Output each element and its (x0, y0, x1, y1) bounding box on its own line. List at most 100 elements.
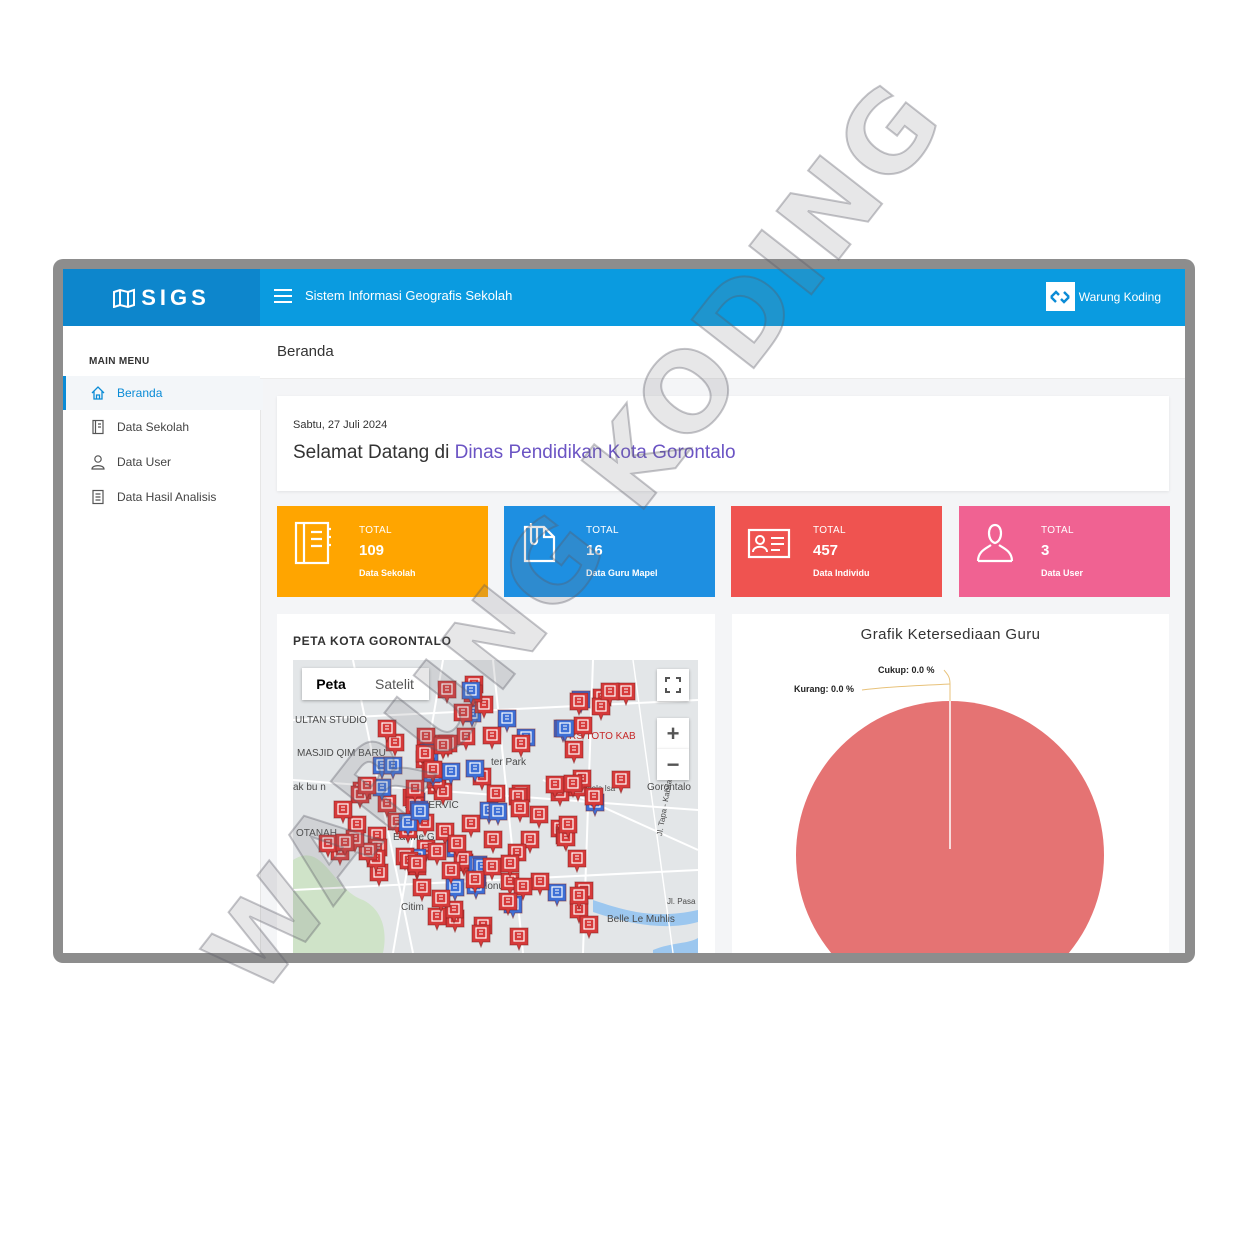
sidebar-item-data-user[interactable]: Data User (63, 445, 260, 479)
stat-value: 3 (1041, 542, 1050, 559)
map-place-label: AH SERVIC (405, 800, 459, 811)
teacher-availability-pie-chart: Cukup: 0.0 % Kurang: 0.0 % (794, 665, 1104, 953)
school-marker[interactable] (383, 756, 403, 780)
school-marker[interactable] (431, 889, 451, 913)
school-marker[interactable] (456, 727, 476, 752)
school-marker[interactable] (453, 703, 473, 728)
hamburger-icon[interactable] (274, 289, 292, 305)
partner-link[interactable]: Warung Koding (1045, 282, 1161, 311)
stat-label: TOTAL (1041, 525, 1074, 536)
chart-card: Grafik Ketersediaan Guru Cukup: 0.0 % Ku… (732, 614, 1169, 953)
welcome-greeting: Selamat Datang di (293, 442, 450, 463)
school-marker[interactable] (318, 834, 338, 858)
school-map[interactable]: ULTAN STUDIO MASJID QIM BARU ak bu n OTANAH… (293, 660, 698, 953)
school-marker[interactable] (441, 861, 461, 885)
stat-description: Data Sekolah (359, 568, 416, 578)
sidebar-item-data-sekolah[interactable]: Data Sekolah (63, 410, 260, 444)
school-marker[interactable] (600, 682, 620, 706)
book-icon (89, 418, 107, 436)
school-marker[interactable] (573, 716, 593, 740)
school-marker[interactable] (423, 760, 443, 785)
school-marker[interactable] (616, 682, 636, 707)
stat-card-guru-mapel[interactable]: TOTAL 16 Data Guru Mapel (504, 506, 715, 597)
school-marker[interactable] (500, 854, 520, 879)
sidebar-item-label: Beranda (117, 386, 163, 400)
school-marker[interactable] (335, 833, 355, 858)
school-marker[interactable] (471, 924, 491, 948)
school-marker[interactable] (372, 778, 392, 802)
map-type-satelit[interactable]: Satelit (375, 676, 414, 692)
welcome-heading: Selamat Datang di Dinas Pendidikan Kota … (293, 442, 736, 464)
school-marker[interactable] (530, 872, 550, 897)
map-place-label: Monum (479, 881, 513, 892)
map-place-label: Citim (401, 902, 424, 913)
school-marker[interactable] (405, 779, 425, 803)
sidebar-item-data-hasil-analisis[interactable]: Data Hasil Analisis (63, 480, 260, 514)
school-marker[interactable] (437, 680, 457, 705)
device-frame: SIGS Sistem Informasi Geografis Sekolah … (53, 259, 1195, 963)
school-marker[interactable] (461, 681, 481, 705)
stat-value: 109 (359, 542, 385, 559)
school-marker[interactable] (558, 815, 578, 839)
school-marker[interactable] (377, 719, 397, 743)
school-marker[interactable] (483, 830, 503, 855)
current-date: Sabtu, 27 Juli 2024 (293, 419, 388, 431)
school-marker[interactable] (567, 849, 587, 873)
school-marker[interactable] (529, 805, 549, 830)
school-marker[interactable] (563, 774, 583, 798)
school-marker[interactable] (555, 719, 575, 744)
app-title: Sistem Informasi Geografis Sekolah (305, 288, 513, 303)
zoom-out-button[interactable]: − (657, 749, 689, 780)
stat-card-individu[interactable]: TOTAL 457 Data Individu (731, 506, 942, 597)
breadcrumb-current: Beranda (277, 343, 334, 360)
school-marker[interactable] (433, 736, 453, 761)
sidebar: MAIN MENU Beranda Data Sekolah Data User (63, 326, 263, 953)
map-place-label: MASJID QIM BARU (297, 748, 386, 759)
school-marker[interactable] (511, 734, 531, 759)
data-label-connector-cukup (943, 669, 951, 701)
school-marker[interactable] (427, 842, 447, 866)
school-marker[interactable] (509, 927, 529, 952)
school-marker[interactable] (611, 770, 631, 795)
brand-logo[interactable]: SIGS (63, 269, 260, 326)
school-marker[interactable] (482, 726, 502, 750)
school-marker[interactable] (545, 775, 565, 799)
school-marker[interactable] (510, 799, 530, 824)
school-marker[interactable] (579, 915, 599, 940)
school-marker[interactable] (569, 886, 589, 910)
school-marker[interactable] (447, 834, 467, 859)
fullscreen-button[interactable] (657, 669, 689, 701)
school-marker[interactable] (569, 692, 589, 717)
school-marker[interactable] (407, 854, 427, 879)
sidebar-item-label: Data User (117, 455, 172, 469)
school-marker[interactable] (488, 802, 508, 827)
school-marker[interactable] (591, 697, 611, 722)
school-marker[interactable] (412, 878, 432, 903)
file-icon (523, 523, 556, 563)
school-marker[interactable] (465, 759, 485, 784)
sidebar-item-beranda[interactable]: Beranda (63, 376, 263, 410)
partner-logo-icon (1045, 282, 1075, 311)
school-marker[interactable] (498, 892, 518, 917)
zoom-in-button[interactable]: + (657, 718, 689, 749)
school-marker[interactable] (584, 787, 604, 811)
home-icon (89, 384, 107, 402)
map-place-label: Belle Le Muhlis (607, 914, 675, 925)
school-marker[interactable] (465, 870, 485, 894)
map-type-toggle: Peta Satelit (302, 668, 429, 700)
school-marker[interactable] (357, 776, 377, 800)
school-marker[interactable] (547, 883, 567, 907)
school-marker[interactable] (385, 733, 405, 757)
stat-label: TOTAL (813, 525, 846, 536)
school-marker[interactable] (441, 762, 461, 787)
school-marker[interactable] (461, 814, 481, 838)
stat-label: TOTAL (586, 525, 619, 536)
map-type-peta[interactable]: Peta (316, 676, 346, 692)
school-marker[interactable] (333, 800, 353, 825)
stat-card-sekolah[interactable]: TOTAL 109 Data Sekolah (277, 506, 488, 597)
school-marker[interactable] (410, 802, 430, 827)
stat-card-user[interactable]: TOTAL 3 Data User (959, 506, 1170, 597)
school-marker[interactable] (358, 842, 378, 867)
school-marker[interactable] (564, 740, 584, 764)
school-marker[interactable] (427, 907, 447, 931)
